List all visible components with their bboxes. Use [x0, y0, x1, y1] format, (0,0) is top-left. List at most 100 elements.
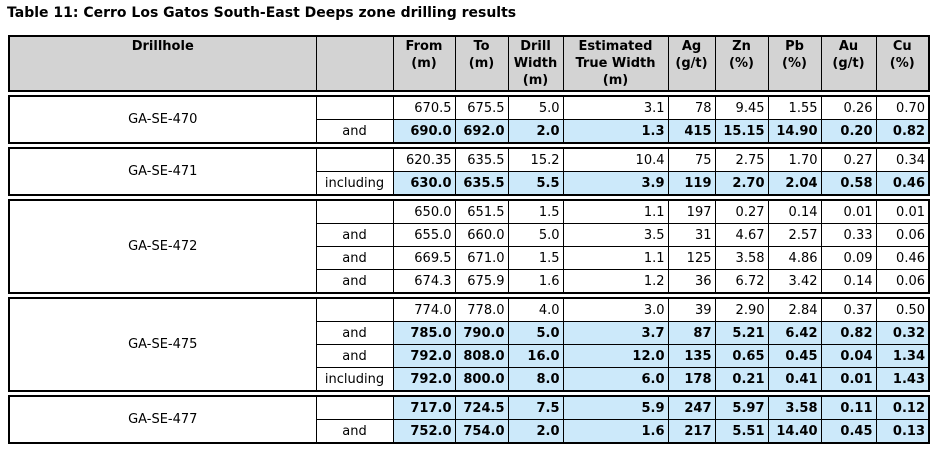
- from-cell: 669.5: [392, 246, 456, 270]
- cu-cell: 1.34: [875, 344, 930, 368]
- col-header-drillhole: Drillhole: [8, 35, 317, 92]
- from-cell: 630.0: [392, 171, 456, 196]
- cu-cell: 0.12: [875, 395, 930, 420]
- col-header-qualifier: [315, 35, 394, 92]
- table-row: GA-SE-475 774.0 778.0 4.0 3.0 39 2.90 2.…: [8, 297, 930, 392]
- drillhole-cell: GA-SE-472: [8, 199, 317, 294]
- results-table-header: Drillhole From (m) To (m) Drill Width (m…: [8, 35, 930, 92]
- drillhole-cell: GA-SE-477: [8, 395, 317, 444]
- cu-cell: 1.43: [875, 367, 930, 392]
- qualifier-cell: and: [315, 246, 394, 270]
- to-cell: 635.5: [454, 171, 509, 196]
- drillhole-cell: GA-SE-470: [8, 95, 317, 144]
- pb-cell: 3.58: [767, 395, 822, 420]
- zn-cell: 5.51: [714, 419, 769, 444]
- drill-width-cell: 4.0: [507, 297, 564, 322]
- au-cell: 0.82: [820, 321, 877, 345]
- zn-cell: 0.65: [714, 344, 769, 368]
- qualifier-cell: [315, 147, 394, 172]
- zn-cell: 5.97: [714, 395, 769, 420]
- au-cell: 0.04: [820, 344, 877, 368]
- au-cell: 0.09: [820, 246, 877, 270]
- true-width-cell: 1.3: [562, 119, 669, 144]
- zn-cell: 5.21: [714, 321, 769, 345]
- ag-cell: 75: [667, 147, 716, 172]
- from-cell: 674.3: [392, 269, 456, 294]
- table-row: and 674.3 675.9 1.6 1.2 36 6.72 3.42 0.1…: [9, 269, 930, 294]
- drill-width-cell: 1.5: [507, 199, 564, 224]
- au-cell: 0.01: [820, 367, 877, 392]
- pb-cell: 14.90: [767, 119, 822, 144]
- au-cell: 0.37: [820, 297, 877, 322]
- col-header-cu: Cu (%): [875, 35, 930, 92]
- col-header-to: To (m): [454, 35, 509, 92]
- cu-cell: 0.70: [875, 95, 930, 120]
- cu-cell: 0.82: [875, 119, 930, 144]
- true-width-cell: 3.5: [562, 223, 669, 247]
- from-cell: 717.0: [392, 395, 456, 420]
- drill-width-cell: 1.5: [507, 246, 564, 270]
- to-cell: 651.5: [454, 199, 509, 224]
- col-header-drill-width: Drill Width (m): [507, 35, 564, 92]
- from-cell: 655.0: [392, 223, 456, 247]
- true-width-cell: 1.1: [562, 199, 669, 224]
- qualifier-cell: including: [315, 367, 394, 392]
- au-cell: 0.58: [820, 171, 877, 196]
- cu-cell: 0.01: [875, 199, 930, 224]
- cu-cell: 0.06: [875, 223, 930, 247]
- drill-width-cell: 2.0: [507, 419, 564, 444]
- au-cell: 0.27: [820, 147, 877, 172]
- drillhole-group-472: GA-SE-472 650.0 651.5 1.5 1.1 197 0.27 0…: [8, 199, 930, 294]
- cu-cell: 0.46: [875, 246, 930, 270]
- table-row: GA-SE-471 620.35 635.5 15.2 10.4 75 2.75…: [8, 147, 930, 196]
- au-cell: 0.33: [820, 223, 877, 247]
- to-cell: 790.0: [454, 321, 509, 345]
- col-header-ag: Ag (g/t): [667, 35, 716, 92]
- pb-cell: 1.55: [767, 95, 822, 120]
- table-row: and 792.0 808.0 16.0 12.0 135 0.65 0.45 …: [9, 344, 930, 368]
- drill-width-cell: 1.6: [507, 269, 564, 294]
- ag-cell: 87: [667, 321, 716, 345]
- to-cell: 675.9: [454, 269, 509, 294]
- pb-cell: 3.42: [767, 269, 822, 294]
- pb-cell: 6.42: [767, 321, 822, 345]
- to-cell: 778.0: [454, 297, 509, 322]
- true-width-cell: 10.4: [562, 147, 669, 172]
- table-row: and 752.0 754.0 2.0 1.6 217 5.51 14.40 0…: [9, 419, 930, 444]
- drill-width-cell: 5.5: [507, 171, 564, 196]
- to-cell: 754.0: [454, 419, 509, 444]
- from-cell: 620.35: [392, 147, 456, 172]
- ag-cell: 415: [667, 119, 716, 144]
- table-row: including 630.0 635.5 5.5 3.9 119 2.70 2…: [9, 171, 930, 196]
- cu-cell: 0.32: [875, 321, 930, 345]
- zn-cell: 15.15: [714, 119, 769, 144]
- qualifier-cell: including: [315, 171, 394, 196]
- drill-width-cell: 7.5: [507, 395, 564, 420]
- pb-cell: 0.41: [767, 367, 822, 392]
- qualifier-cell: and: [315, 119, 394, 144]
- from-cell: 690.0: [392, 119, 456, 144]
- qualifier-cell: and: [315, 321, 394, 345]
- pb-cell: 14.40: [767, 419, 822, 444]
- qualifier-cell: [315, 95, 394, 120]
- pb-cell: 2.04: [767, 171, 822, 196]
- qualifier-cell: and: [315, 269, 394, 294]
- from-cell: 792.0: [392, 344, 456, 368]
- zn-cell: 0.21: [714, 367, 769, 392]
- to-cell: 660.0: [454, 223, 509, 247]
- to-cell: 724.5: [454, 395, 509, 420]
- drillhole-group-470: GA-SE-470 670.5 675.5 5.0 3.1 78 9.45 1.…: [8, 95, 930, 144]
- drillhole-group-471: GA-SE-471 620.35 635.5 15.2 10.4 75 2.75…: [8, 147, 930, 196]
- pb-cell: 4.86: [767, 246, 822, 270]
- zn-cell: 9.45: [714, 95, 769, 120]
- cu-cell: 0.46: [875, 171, 930, 196]
- zn-cell: 3.58: [714, 246, 769, 270]
- pb-cell: 2.84: [767, 297, 822, 322]
- true-width-cell: 1.1: [562, 246, 669, 270]
- zn-cell: 2.70: [714, 171, 769, 196]
- cu-cell: 0.34: [875, 147, 930, 172]
- au-cell: 0.26: [820, 95, 877, 120]
- true-width-cell: 3.9: [562, 171, 669, 196]
- true-width-cell: 1.2: [562, 269, 669, 294]
- from-cell: 792.0: [392, 367, 456, 392]
